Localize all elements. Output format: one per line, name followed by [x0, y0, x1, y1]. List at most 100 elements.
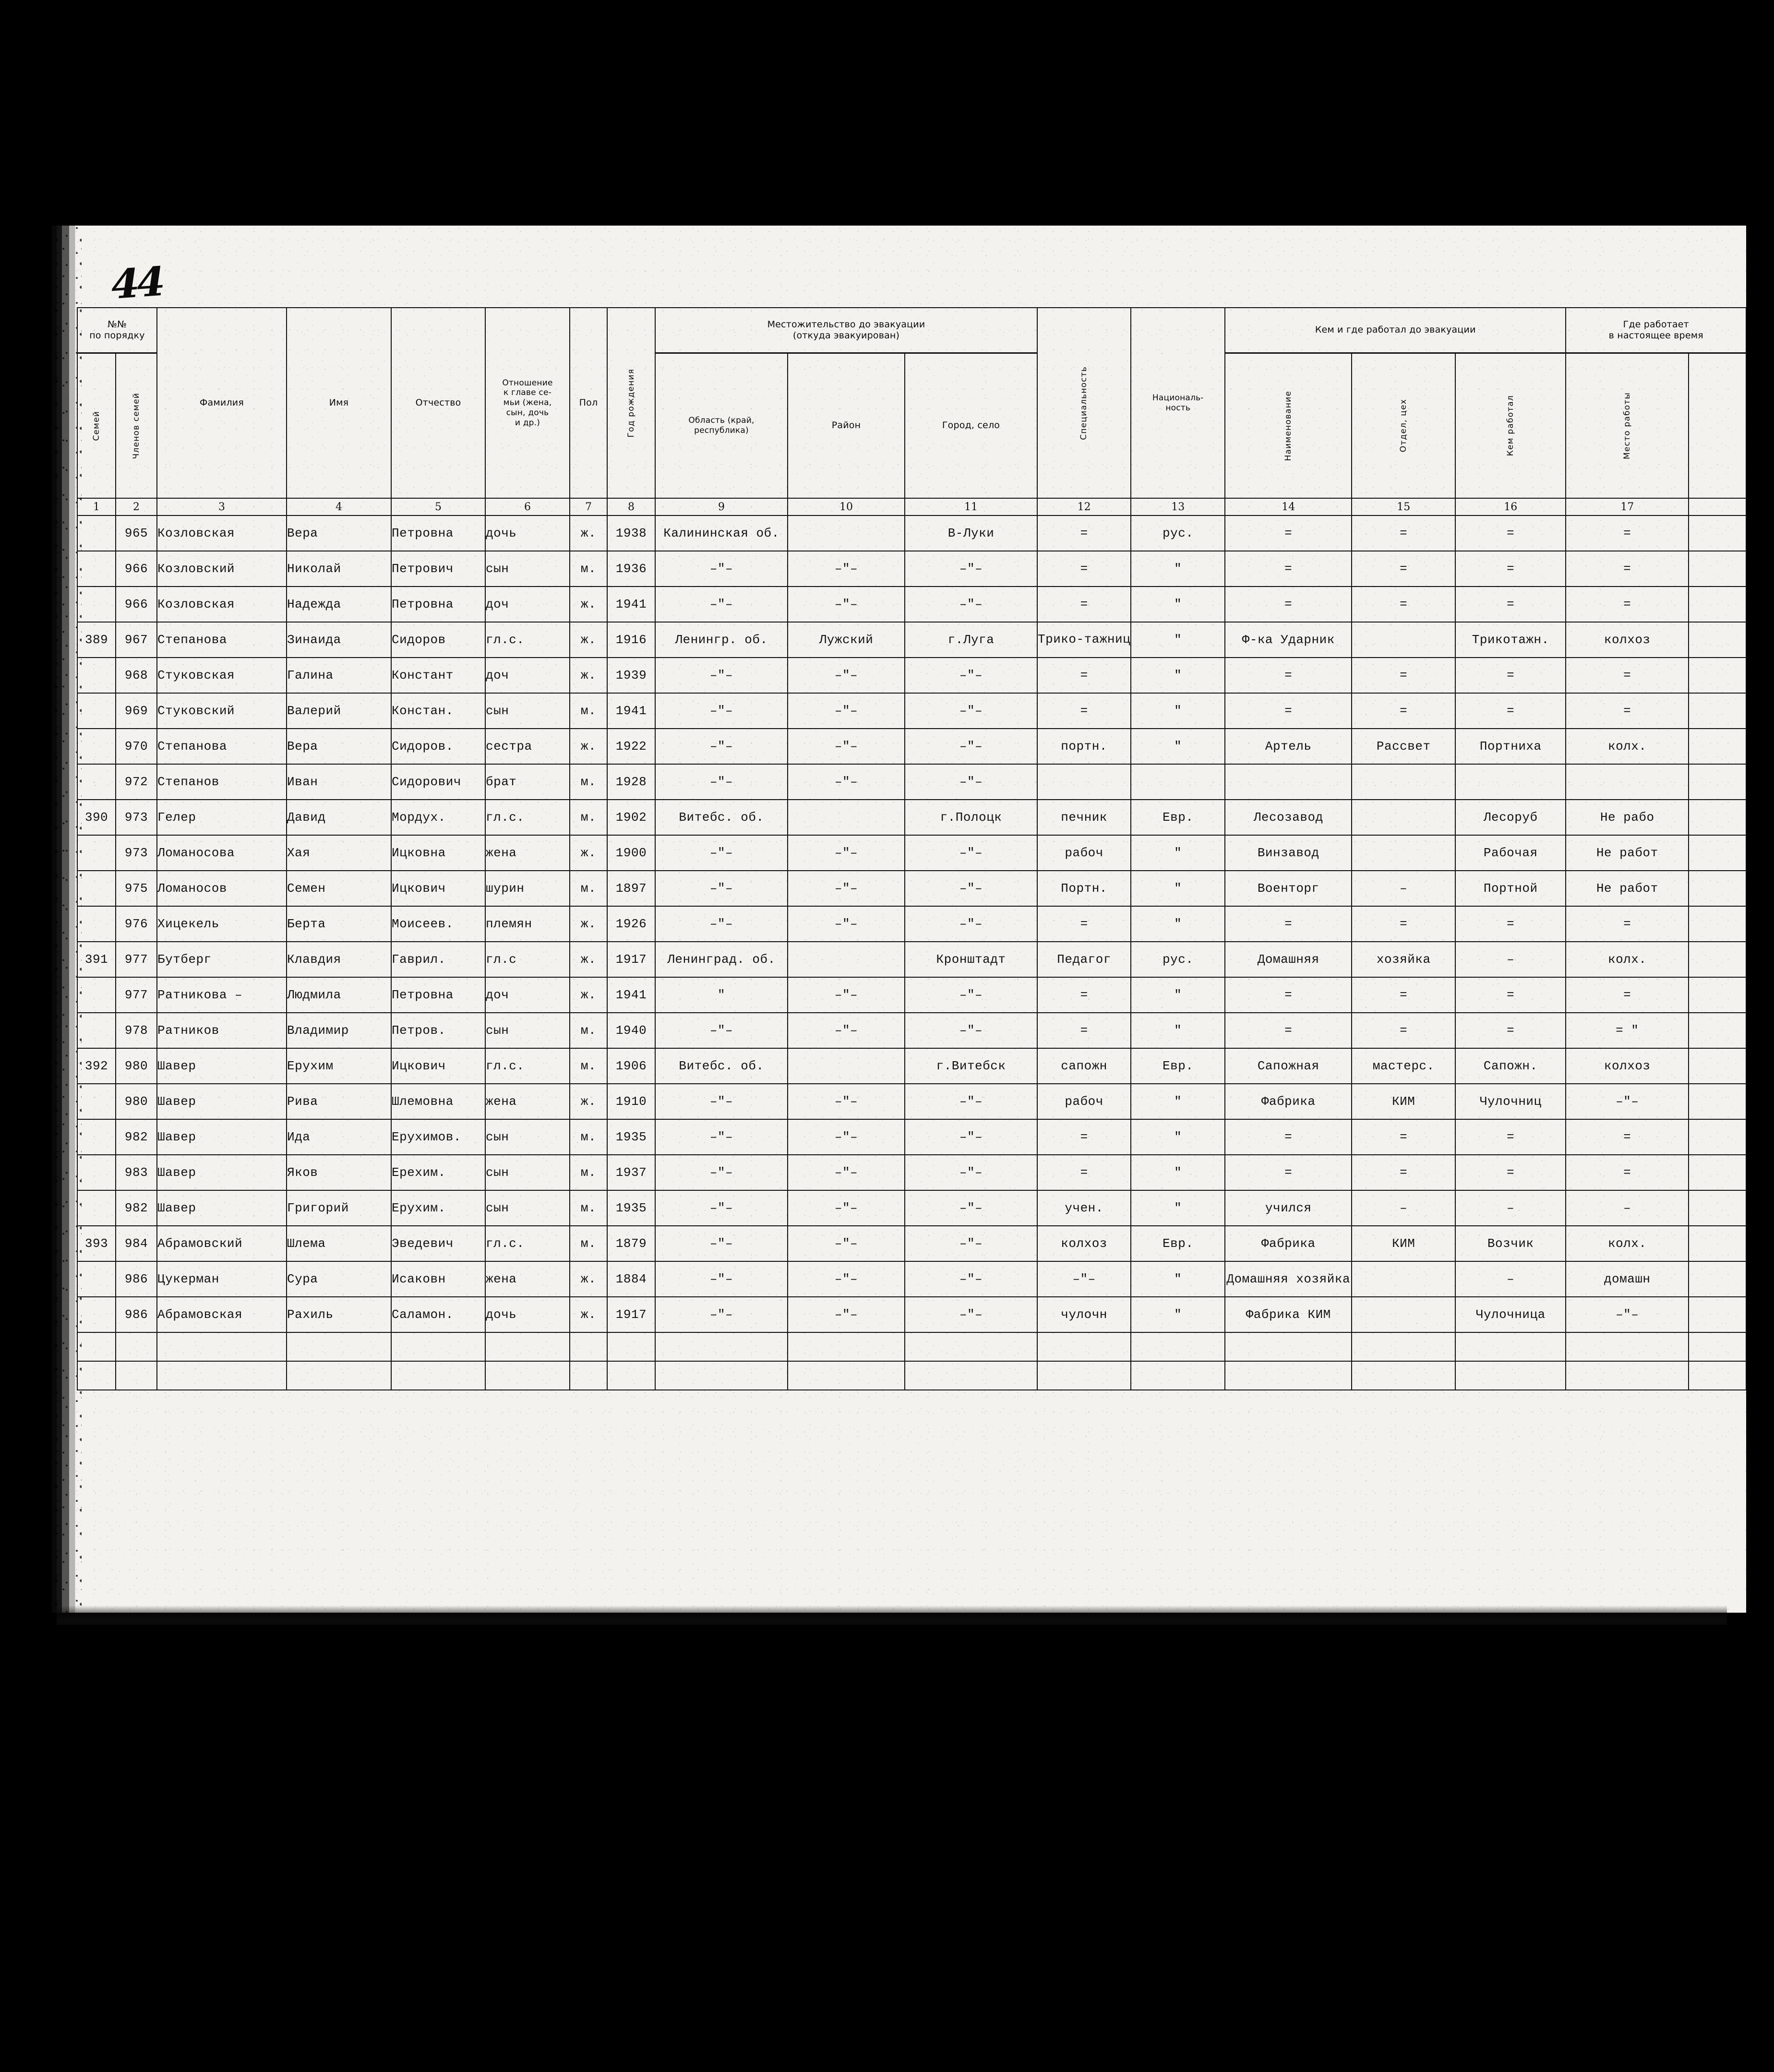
cell-seq: 977 — [115, 977, 157, 1013]
scan-bottom-edge-artifact — [57, 1605, 1727, 1625]
cell-district: –"– — [787, 835, 905, 871]
cell-empty — [1351, 1361, 1456, 1390]
cell-surname: Стуковский — [156, 693, 287, 729]
cell-current: = — [1565, 515, 1690, 551]
cell-family_group — [77, 728, 116, 765]
cell-overflow — [1688, 1261, 1747, 1297]
cell-relation: брат — [485, 764, 570, 800]
cell-specialty: = — [1036, 551, 1132, 587]
cell-surname: Гелер — [156, 799, 287, 836]
table-row: 986 Цукерман Сура Исаковн жена ж. 1884 –"– –"– –"… — [77, 1261, 1747, 1297]
cell-seq: 986 — [115, 1296, 157, 1333]
cell-district: Лужский — [787, 622, 905, 658]
cell-specialty: печник — [1036, 799, 1132, 836]
cell-birth: 1940 — [607, 1012, 656, 1049]
cell-birth: 1935 — [607, 1119, 656, 1155]
cell-name: Ида — [286, 1119, 392, 1155]
cell-empty — [286, 1361, 392, 1390]
header-nationality-l2: ность — [1165, 403, 1191, 413]
cell-enterprise: Сапожная — [1224, 1048, 1353, 1084]
column-number-row: 1 2 3 4 5 6 7 8 9 10 11 12 13 14 15 16 1… — [77, 498, 1747, 516]
cell-empty — [156, 1361, 287, 1390]
cell-relation: доч — [485, 657, 570, 694]
cell-patronymic: Петрович — [391, 551, 486, 587]
cell-relation: гл.с. — [485, 1225, 570, 1262]
cell-enterprise: Фабрика КИМ — [1224, 1296, 1353, 1333]
cell-empty — [1036, 1332, 1132, 1362]
cell-department: = — [1351, 1119, 1456, 1155]
cell-department: = — [1351, 551, 1456, 587]
cell-sex: ж. — [569, 941, 608, 978]
cell-name: Надежда — [286, 586, 392, 623]
table-row: 389 967 Степанова Зинаида Сидоров гл.с. ж. 1916… — [77, 622, 1747, 658]
cell-empty — [156, 1332, 287, 1362]
cell-position: = — [1455, 551, 1567, 587]
cell-city: –"– — [904, 906, 1038, 942]
cell-birth: 1941 — [607, 693, 656, 729]
table-row: 391 977 Бутберг Клавдия Гаврил. гл.с ж. 1917 Лен… — [77, 941, 1747, 978]
cell-region: –"– — [655, 1154, 788, 1191]
cell-position: Рабочая — [1455, 835, 1567, 871]
colnum-4: 4 — [286, 498, 392, 516]
cell-relation: шурин — [485, 870, 570, 907]
cell-patronymic: Петровна — [391, 586, 486, 623]
empty-table-row — [77, 1361, 1747, 1390]
cell-birth: 1936 — [607, 551, 656, 587]
cell-current: = — [1565, 1154, 1690, 1191]
cell-region: –"– — [655, 764, 788, 800]
cell-current: = — [1565, 586, 1690, 623]
cell-birth: 1906 — [607, 1048, 656, 1084]
cell-seq: 966 — [115, 586, 157, 623]
cell-relation: сын — [485, 693, 570, 729]
cell-district: –"– — [787, 1119, 905, 1155]
header-relation-l1: Отношение — [502, 378, 553, 388]
cell-specialty: портн. — [1036, 728, 1132, 765]
cell-family_group — [77, 1154, 116, 1191]
cell-position: Лесоруб — [1455, 799, 1567, 836]
cell-position: – — [1455, 1261, 1567, 1297]
cell-district: –"– — [787, 1083, 905, 1120]
cell-sex: ж. — [569, 977, 608, 1013]
cell-enterprise: = — [1224, 657, 1353, 694]
cell-name: Рива — [286, 1083, 392, 1120]
table-row: 965 Козловская Вера Петровна дочь ж. 1938 Калин… — [77, 515, 1747, 551]
cell-city: –"– — [904, 1225, 1038, 1262]
cell-sex: м. — [569, 1119, 608, 1155]
cell-surname: Козловский — [156, 551, 287, 587]
header-region-l1: Область (край, — [688, 416, 755, 426]
cell-patronymic: Ерухим. — [391, 1190, 486, 1226]
cell-department: = — [1351, 1154, 1456, 1191]
cell-district: –"– — [787, 870, 905, 907]
cell-district — [787, 799, 905, 836]
cell-overflow — [1688, 622, 1747, 658]
colnum-2: 2 — [115, 498, 157, 516]
cell-city: –"– — [904, 657, 1038, 694]
cell-sex: м. — [569, 551, 608, 587]
cell-city: –"– — [904, 586, 1038, 623]
table-row: 970 Степанова Вера Сидоров. сестра ж. 1922 –"– –… — [77, 728, 1747, 765]
cell-sex: ж. — [569, 586, 608, 623]
cell-overflow — [1688, 515, 1747, 551]
cell-specialty: = — [1036, 1154, 1132, 1191]
cell-name: Иван — [286, 764, 392, 800]
cell-name: Зинаида — [286, 622, 392, 658]
handwritten-folio-number: 44 — [108, 257, 166, 309]
cell-relation: жена — [485, 835, 570, 871]
cell-birth: 1938 — [607, 515, 656, 551]
cell-birth: 1928 — [607, 764, 656, 800]
cell-name: Клавдия — [286, 941, 392, 978]
cell-name: Валерий — [286, 693, 392, 729]
cell-district: –"– — [787, 728, 905, 765]
cell-birth: 1922 — [607, 728, 656, 765]
cell-birth: 1879 — [607, 1225, 656, 1262]
header-first-name: Имя — [286, 307, 392, 499]
cell-district: –"– — [787, 657, 905, 694]
evacuation-registry-table: №№ по порядку Фамилия Имя Отчество Отнош… — [77, 307, 1747, 1390]
cell-sex: м. — [569, 1154, 608, 1191]
cell-family_group: 391 — [77, 941, 116, 978]
cell-seq: 970 — [115, 728, 157, 765]
cell-current: = — [1565, 693, 1690, 729]
cell-empty — [787, 1361, 905, 1390]
cell-department — [1351, 799, 1456, 836]
cell-empty — [607, 1332, 656, 1362]
